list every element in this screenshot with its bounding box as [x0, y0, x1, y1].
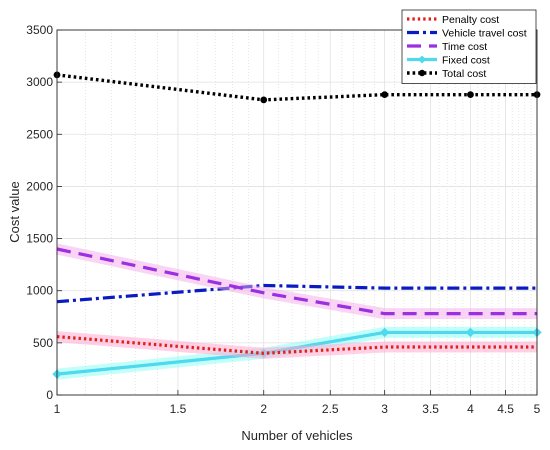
x-tick-label: 4 [467, 402, 474, 416]
y-tick-label: 1500 [26, 232, 53, 246]
data-point [381, 91, 389, 99]
x-axis-label: Number of vehicles [241, 428, 353, 443]
data-point [379, 327, 390, 338]
axes [56, 29, 538, 396]
legend-label: Fixed cost [442, 54, 490, 66]
x-tick-label: 1.5 [170, 402, 187, 416]
y-tick-label: 500 [33, 336, 53, 350]
y-axis-label: Cost value [7, 181, 22, 242]
y-tick-label: 2000 [26, 179, 53, 193]
y-tick-label: 1000 [26, 284, 53, 298]
legend-marker [418, 55, 426, 64]
y-tick-label: 2500 [26, 127, 53, 141]
x-tick-label: 4.5 [497, 402, 514, 416]
plot-frame [56, 29, 538, 396]
series-line [56, 283, 537, 304]
y-tick-label: 0 [46, 388, 53, 402]
series-lines [52, 71, 542, 380]
legend-label: Time cost [442, 41, 487, 53]
legend-marker [418, 69, 426, 77]
x-tick-label: 3 [381, 402, 388, 416]
y-tick-label: 3000 [26, 75, 53, 89]
data-point [467, 91, 474, 99]
data-point [465, 327, 476, 338]
x-tick-label: 3.5 [422, 402, 439, 416]
legend-label: Penalty cost [442, 14, 499, 26]
x-tick-label: 1 [54, 402, 61, 416]
x-tick-label: 2.5 [322, 402, 339, 416]
tick-labels: 1 1.5 2 2.5 3 3.5 4 4.5 5 0 500 1000 1500 2000 2500 300… [26, 23, 540, 416]
x-tick-label: 5 [534, 402, 541, 416]
data-point [260, 96, 268, 104]
series-line [56, 73, 537, 102]
y-tick-label: 3500 [26, 23, 53, 37]
x-tick-label: 2 [260, 402, 267, 416]
legend-label: Vehicle travel cost [442, 27, 527, 39]
legend-label: Total cost [442, 68, 486, 80]
series-line [56, 247, 537, 316]
series-glow [56, 331, 537, 359]
